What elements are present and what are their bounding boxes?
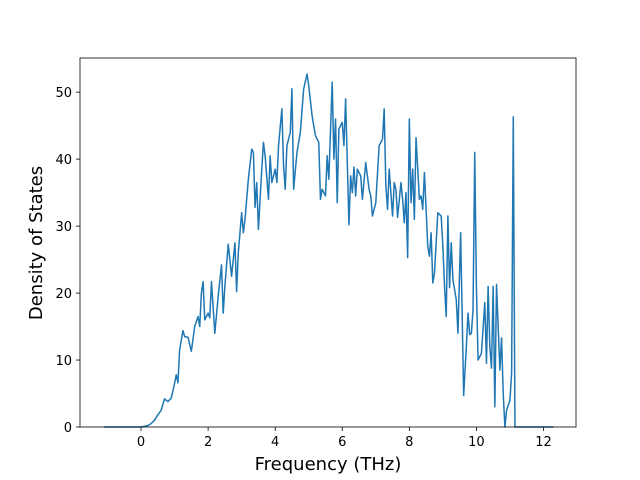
y-tick-label: 0 bbox=[64, 421, 72, 436]
y-tick-label: 10 bbox=[55, 354, 72, 369]
y-tick-label: 30 bbox=[55, 220, 72, 235]
y-tick-label: 50 bbox=[55, 86, 72, 101]
y-axis-label: Density of States bbox=[26, 166, 47, 320]
x-tick-label: 2 bbox=[204, 435, 212, 450]
x-tick-label: 12 bbox=[535, 435, 552, 450]
plot-frame bbox=[79, 57, 577, 428]
x-tick-label: 0 bbox=[137, 435, 145, 450]
data-line bbox=[104, 73, 554, 428]
x-tick-label: 6 bbox=[338, 435, 346, 450]
y-tick-label: 40 bbox=[55, 153, 72, 168]
x-tick-label: 8 bbox=[405, 435, 413, 450]
y-tick-label: 20 bbox=[55, 287, 72, 302]
x-tick-label: 4 bbox=[271, 435, 279, 450]
x-axis-label: Frequency (THz) bbox=[255, 454, 402, 475]
x-tick-label: 10 bbox=[468, 435, 485, 450]
